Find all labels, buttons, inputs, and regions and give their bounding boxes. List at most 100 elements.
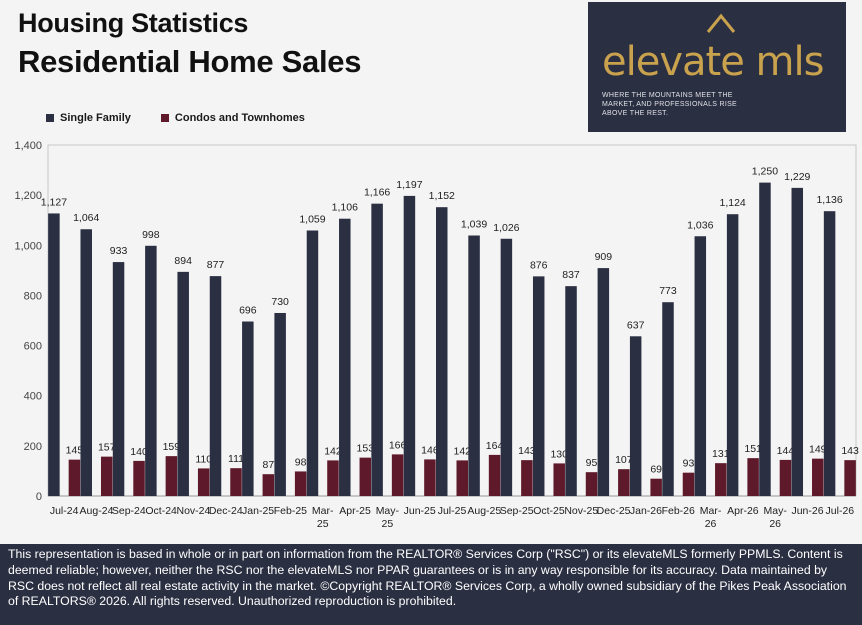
bar-single-family [726,214,739,496]
data-label-condos: 142 [453,445,471,457]
x-tick-label: Jun-25 [404,505,436,517]
bar-condos [165,456,178,496]
x-tick-label: Sep-24 [112,505,146,517]
data-label-single-family: 909 [595,251,613,263]
bar-single-family [48,213,60,496]
bar-condos [456,460,468,496]
data-label-single-family: 894 [174,255,192,267]
bar-single-family [242,321,254,496]
home-sales-bar-chart: 0 200 400 600 800 1,000 1,200 1,400 1,127 145 Jul-… [14,140,859,530]
y-tick-label: 1,000 [14,240,42,252]
bar-single-family [274,312,286,496]
bar-single-family [145,245,157,496]
data-label-single-family: 1,152 [429,190,455,202]
x-tick-label-cont: 26 [769,518,781,530]
data-label-single-family: 730 [271,296,289,308]
data-label-condos: 151 [744,443,762,455]
data-label-single-family: 1,059 [299,213,325,225]
bar-condos [327,460,339,496]
x-tick-label-cont: 25 [317,518,329,530]
bar-single-family [597,268,610,496]
data-label-condos: 143 [518,445,536,457]
bar-condos [715,463,727,496]
bar-condos [133,460,145,496]
data-label-condos: 142 [324,445,342,457]
x-tick-label: Jan-26 [630,505,662,517]
data-label-condos: 166 [389,439,407,451]
x-tick-label: Mar- [700,505,722,517]
data-label-single-family: 933 [110,245,128,257]
bar-condos [359,457,372,496]
y-tick-label: 800 [24,290,42,302]
bar-condos [844,460,856,496]
bar-condos [391,454,404,496]
x-tick-label: Apr-26 [727,505,759,517]
mountain-peak-icon [706,13,736,33]
bar-single-family [306,230,319,496]
x-tick-label: May- [764,505,788,517]
data-label-single-family: 1,026 [493,222,519,234]
data-label-single-family: 773 [659,285,677,297]
data-label-condos: 157 [98,442,116,454]
bar-single-family [500,238,513,496]
bar-single-family [662,302,674,496]
data-label-condos: 164 [486,440,504,452]
bar-condos [197,468,210,496]
bar-condos [585,472,598,496]
legend-swatch-condos [160,114,169,122]
y-tick-label: 1,200 [14,190,42,202]
data-label-single-family: 1,124 [719,197,745,209]
data-label-single-family: 1,064 [73,212,99,224]
bar-single-family [403,195,416,496]
y-tick-label: 200 [24,441,42,453]
data-label-single-family: 1,166 [364,187,390,199]
data-label-single-family: 696 [239,305,257,317]
bar-condos [68,459,81,496]
data-label-single-family: 1,136 [816,194,842,206]
bar-condos [618,469,630,496]
bar-condos [230,468,242,496]
data-label-condos: 140 [130,446,148,458]
page-title: Housing Statistics [18,8,249,38]
data-label-condos: 159 [163,441,181,453]
data-label-condos: 111 [228,453,244,465]
bar-condos [100,456,113,496]
x-tick-label: Nov-24 [177,505,211,517]
x-tick-label: Jul-25 [438,505,467,517]
data-label-single-family: 876 [530,259,548,271]
bar-condos [747,458,759,496]
logo-tagline: Where the mountains meet the market, and… [602,92,738,117]
data-label-condos: 98 [295,456,307,468]
data-label-single-family: 1,127 [41,196,67,208]
bar-single-family [759,182,771,496]
data-label-single-family: 1,229 [784,171,810,183]
x-tick-label-cont: 25 [382,518,394,530]
bar-condos [424,459,436,496]
data-label-single-family: 637 [627,319,645,331]
legend-label-condos: Condos and Townhomes [174,112,305,124]
data-label-condos: 153 [357,443,375,455]
data-label-single-family: 1,036 [687,219,713,231]
data-label-condos: 144 [777,445,795,457]
data-label-single-family: 1,250 [752,166,778,178]
data-label-single-family: 1,197 [396,179,422,191]
data-label-single-family: 1,039 [461,219,487,231]
data-label-single-family: 998 [142,229,160,241]
x-tick-label: Nov-25 [564,505,598,517]
data-label-condos: 107 [615,454,633,466]
bar-condos [488,454,501,496]
x-tick-label: Mar- [312,505,334,517]
y-tick-label: 1,400 [14,140,42,152]
bar-condos [812,458,824,496]
bar-single-family [532,276,545,496]
bar-condos [650,478,662,496]
x-tick-label: Feb-25 [274,505,307,517]
y-tick-label: 600 [24,341,42,353]
bar-single-family [80,229,92,496]
x-tick-label: Dec-24 [209,505,243,517]
x-tick-label-cont: 26 [705,518,717,530]
bar-condos [553,463,565,496]
bar-single-family [791,187,804,497]
bar-single-family [112,262,125,496]
disclaimer-footer: This representation is based in whole or… [0,544,862,625]
